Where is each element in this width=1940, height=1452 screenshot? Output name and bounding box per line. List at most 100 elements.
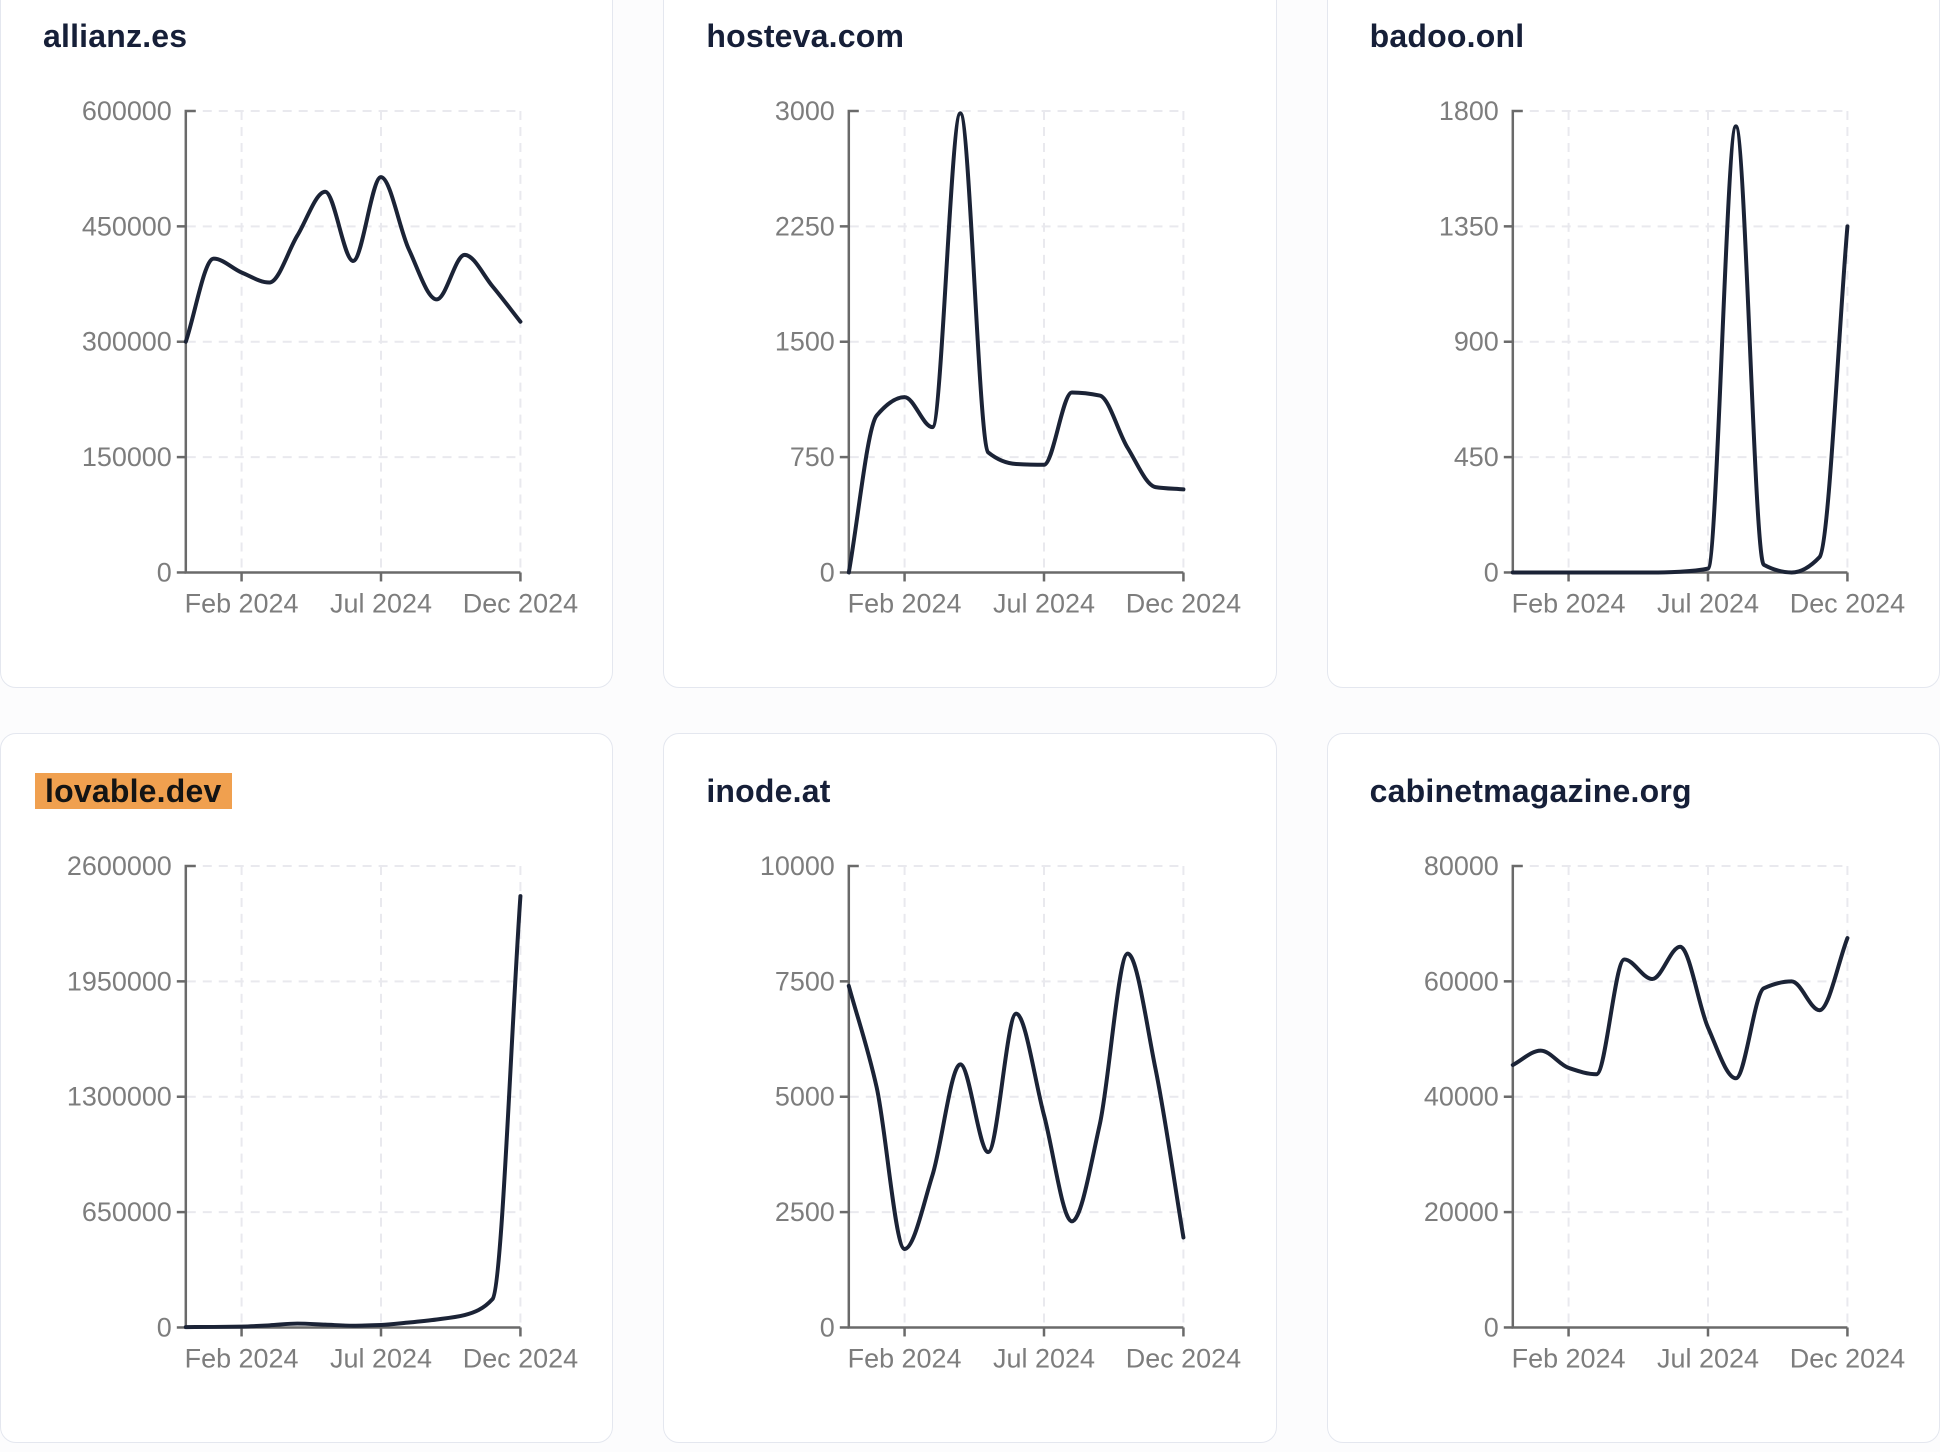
y-tick-label: 10000	[760, 854, 835, 881]
chart-title: hosteva.com	[706, 13, 904, 59]
y-tick-label: 900	[1453, 327, 1498, 357]
chart-title: allianz.es	[43, 13, 187, 59]
x-tick-label: Jul 2024	[330, 588, 432, 618]
gridlines	[1513, 109, 1849, 572]
chart-card-cabinetmagazine-org: cabinetmagazine.org 0 20000 40000 60000 8000…	[1326, 733, 1940, 1443]
y-tick-label: 600000	[82, 99, 172, 126]
trend-line	[1510, 124, 1850, 575]
y-tick-label: 0	[157, 1312, 172, 1342]
y-tick-label: 300000	[82, 327, 172, 357]
chart-card-inode-at: inode.at 0 2500 5000 7500 10000 Feb 2024 Jul 2…	[663, 733, 1277, 1443]
y-tick-label: 5000	[775, 1082, 835, 1112]
chart-title-text: badoo.onl	[1369, 18, 1525, 54]
trend-line	[847, 111, 1186, 575]
y-axis: 0 450 900 1350 1800	[1439, 99, 1848, 587]
y-tick-label: 750	[790, 442, 835, 472]
x-tick-label: Jul 2024	[330, 1343, 432, 1373]
y-axis: 0 2500 5000 7500 10000	[760, 854, 1184, 1342]
gridlines	[1513, 864, 1849, 1327]
chart-title-row: cabinetmagazine.org	[1370, 768, 1897, 814]
line-chart-svg: 0 20000 40000 60000 80000 Feb 2024 Jul 2024 Dec…	[1424, 854, 1905, 1373]
chart-title: cabinetmagazine.org	[1370, 768, 1692, 814]
gridlines	[186, 109, 522, 572]
chart-card-lovable-dev: lovable.dev 0 650000 1300000 1950000 2600000…	[0, 733, 614, 1443]
chart-title-row: badoo.onl	[1370, 13, 1897, 59]
gridlines	[850, 109, 1185, 572]
y-tick-label: 1800	[1439, 99, 1499, 126]
y-tick-label: 0	[1483, 1312, 1498, 1342]
y-tick-label: 1950000	[67, 966, 172, 996]
gridlines	[186, 864, 522, 1327]
line-chart-svg: 0 650000 1300000 1950000 2600000 Feb 2024 Jul …	[67, 854, 578, 1373]
x-tick-label: Dec 2024	[1789, 588, 1904, 618]
x-axis: Feb 2024 Jul 2024 Dec 2024	[848, 572, 1241, 618]
y-axis: 0 750 1500 2250 3000	[775, 99, 1184, 587]
y-tick-label: 40000	[1424, 1082, 1499, 1112]
chart-title-row: allianz.es	[43, 13, 570, 59]
chart-title-row: hosteva.com	[706, 13, 1233, 59]
chart-title-text: inode.at	[706, 773, 831, 809]
line-chart-svg: 0 150000 300000 450000 600000 Feb 2024 Jul 202…	[82, 99, 578, 618]
chart-title: badoo.onl	[1370, 13, 1525, 59]
y-tick-label: 1300000	[67, 1082, 172, 1112]
y-tick-label: 7500	[775, 966, 835, 996]
y-tick-label: 2600000	[67, 854, 172, 881]
y-tick-label: 450000	[82, 211, 172, 241]
y-tick-label: 60000	[1424, 966, 1499, 996]
x-tick-label: Jul 2024	[1657, 1343, 1759, 1373]
y-axis: 0 650000 1300000 1950000 2600000	[67, 854, 521, 1342]
gridlines	[850, 864, 1185, 1327]
chart-card-hosteva-com: hosteva.com 0 750 1500 2250 3000 Feb 2024 Jul …	[663, 0, 1277, 688]
y-tick-label: 450	[1453, 442, 1498, 472]
y-tick-label: 2250	[775, 211, 835, 241]
trend-line	[183, 175, 523, 344]
x-axis: Feb 2024 Jul 2024 Dec 2024	[1511, 1327, 1905, 1373]
chart-card-allianz-es: allianz.es 0 150000 300000 450000 600000 Feb …	[0, 0, 614, 688]
chart-title-text: cabinetmagazine.org	[1369, 773, 1692, 809]
trend-line	[183, 894, 523, 1330]
x-axis: Feb 2024 Jul 2024 Dec 2024	[185, 572, 578, 618]
y-tick-label: 650000	[82, 1197, 172, 1227]
chart-title-row: inode.at	[706, 768, 1233, 814]
chart-title: inode.at	[706, 768, 830, 814]
y-tick-label: 80000	[1424, 854, 1499, 881]
x-axis: Feb 2024 Jul 2024 Dec 2024	[848, 1327, 1241, 1373]
x-tick-label: Jul 2024	[993, 588, 1095, 618]
y-axis: 0 20000 40000 60000 80000	[1424, 854, 1848, 1342]
chart-title: lovable.dev	[35, 768, 232, 814]
y-tick-label: 3000	[775, 99, 835, 126]
y-tick-label: 1500	[775, 327, 835, 357]
x-axis: Feb 2024 Jul 2024 Dec 2024	[185, 1327, 578, 1373]
x-tick-label: Feb 2024	[1511, 1343, 1625, 1373]
x-tick-label: Dec 2024	[1126, 588, 1241, 618]
line-chart-svg: 0 2500 5000 7500 10000 Feb 2024 Jul 2024 Dec 20…	[760, 854, 1241, 1373]
line-chart-svg: 0 750 1500 2250 3000 Feb 2024 Jul 2024 Dec 2024	[775, 99, 1241, 618]
y-tick-label: 2500	[775, 1197, 835, 1227]
y-tick-label: 0	[820, 557, 835, 587]
chart-title-text: allianz.es	[43, 18, 188, 54]
chart-card-badoo-onl: badoo.onl 0 450 900 1350 1800 Feb 2024 Jul 202…	[1326, 0, 1940, 688]
trend-line	[847, 951, 1186, 1252]
chart-title-text: lovable.dev	[35, 773, 232, 809]
x-tick-label: Jul 2024	[1657, 588, 1759, 618]
x-tick-label: Dec 2024	[463, 588, 578, 618]
x-tick-label: Feb 2024	[848, 588, 962, 618]
x-tick-label: Feb 2024	[185, 588, 299, 618]
x-tick-label: Dec 2024	[463, 1343, 578, 1373]
chart-title-row: lovable.dev	[35, 768, 570, 814]
y-tick-label: 1350	[1439, 211, 1499, 241]
x-tick-label: Feb 2024	[848, 1343, 962, 1373]
x-tick-label: Feb 2024	[185, 1343, 299, 1373]
y-tick-label: 150000	[82, 442, 172, 472]
y-tick-label: 0	[820, 1312, 835, 1342]
trend-line	[1510, 936, 1850, 1081]
y-tick-label: 0	[1483, 557, 1498, 587]
x-tick-label: Dec 2024	[1789, 1343, 1904, 1373]
y-tick-label: 20000	[1424, 1197, 1499, 1227]
y-axis: 0 150000 300000 450000 600000	[82, 99, 521, 587]
x-tick-label: Dec 2024	[1126, 1343, 1241, 1373]
x-tick-label: Jul 2024	[993, 1343, 1095, 1373]
x-tick-label: Feb 2024	[1511, 588, 1625, 618]
line-chart-svg: 0 450 900 1350 1800 Feb 2024 Jul 2024 Dec 2024	[1439, 99, 1905, 618]
